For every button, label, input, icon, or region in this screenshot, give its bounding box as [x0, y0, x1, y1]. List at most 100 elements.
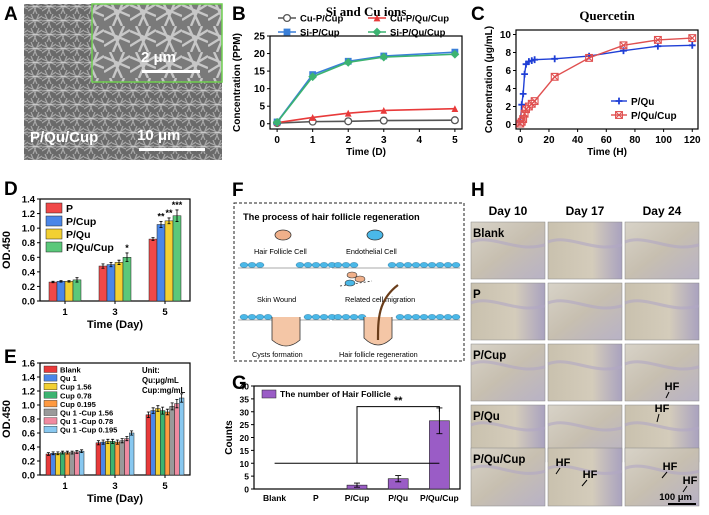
- sem-main-scale-label: 10 μm: [137, 127, 180, 144]
- chart-title: Si and Cu ions: [326, 4, 407, 19]
- y-tick-label: 25: [254, 32, 266, 43]
- bar: [169, 406, 175, 476]
- bar: [164, 220, 174, 302]
- data-point: [615, 111, 623, 119]
- legend-label: P/Qu/Cup: [631, 111, 677, 122]
- legend-swatch: [43, 391, 58, 399]
- error-bar: [75, 450, 79, 454]
- histology-image: [624, 343, 700, 402]
- column-header: Day 17: [566, 204, 605, 218]
- error-bar: [109, 261, 113, 268]
- error-bar: [125, 436, 129, 442]
- skin-cell-icon: [451, 262, 461, 268]
- histology-image: [624, 447, 700, 507]
- y-tick-label: 10: [254, 84, 266, 95]
- cysts-formation-label: Cysts formation: [252, 350, 303, 359]
- x-tick-label: 3: [112, 307, 117, 318]
- histology-image: [547, 447, 623, 507]
- x-axis-label: Time (D): [346, 147, 386, 158]
- error-bar: [170, 402, 174, 411]
- bar: [179, 397, 185, 476]
- error-bar: [101, 263, 105, 269]
- skin-cell-icon: [247, 314, 257, 320]
- bar: [114, 441, 120, 476]
- x-tick-label: 1: [62, 307, 68, 318]
- y-axis-label: Concentration (μg/mL): [484, 26, 495, 133]
- hf-label: HF: [663, 461, 678, 473]
- skin-cell-icon: [263, 314, 273, 320]
- schematic-title: The process of hair follicle regeneratio…: [243, 212, 420, 222]
- y-tick-label: 0.8: [22, 415, 35, 426]
- x-axis-label: Time (Day): [87, 493, 143, 505]
- y-tick-label: 0.0: [22, 297, 35, 308]
- hf-arrow-icon: [656, 413, 660, 423]
- skin-cell-icon: [435, 262, 445, 268]
- legend-swatch: [43, 374, 58, 382]
- bar: [74, 451, 80, 476]
- x-tick-label: P/Qu/Cup: [420, 493, 459, 503]
- error-bar: [96, 440, 100, 446]
- y-tick-label: 6: [505, 66, 511, 77]
- bar: [50, 453, 56, 476]
- skin-cell-icon: [341, 262, 351, 268]
- data-point: [519, 90, 527, 98]
- hair-follicle-regeneration-label: Hair follicle regeneration: [339, 350, 418, 359]
- x-tick-label: 120: [684, 135, 701, 146]
- x-tick-label: 5: [162, 307, 168, 318]
- y-tick-label: 25: [240, 420, 250, 430]
- related-cell-migration-label: Related cell migration: [345, 295, 415, 304]
- sem-inset-scale-label: 2 μm: [141, 49, 176, 66]
- legend-label: Cup 1.56: [60, 383, 92, 392]
- y-tick-label: 0.4: [22, 267, 36, 278]
- y-tick-label: 5: [244, 472, 249, 482]
- legend-label: Si-P/Qu/Cup: [390, 28, 446, 39]
- x-tick-label: 3: [381, 135, 387, 146]
- error-bar: [56, 451, 60, 456]
- data-point: [688, 34, 697, 42]
- bar: [148, 238, 158, 302]
- skin-cell-icon: [341, 314, 351, 320]
- skin-cell-icon: [349, 314, 359, 320]
- error-bar: [130, 430, 134, 436]
- skin-layer-bottom: [238, 314, 461, 321]
- histology-image: [470, 282, 546, 341]
- histology-image: [547, 221, 623, 280]
- y-tick-label: 40: [240, 382, 250, 392]
- data-point: [450, 116, 459, 125]
- migrating-cell-icon: [344, 279, 356, 287]
- skin-cell-icon: [395, 262, 405, 268]
- panel-f-schematic: The process of hair follicle regeneratio…: [233, 202, 465, 362]
- tissue-texture: [624, 299, 700, 310]
- y-tick-label: 1.2: [22, 387, 35, 398]
- skin-cell-icon: [395, 314, 405, 320]
- bar: [155, 408, 161, 476]
- data-point: [585, 53, 594, 62]
- legend-label: P/Cup: [66, 216, 96, 228]
- y-tick-label: 1.0: [22, 224, 35, 235]
- bar: [79, 450, 85, 476]
- sem-sample-label: P/Qu/Cup: [30, 129, 98, 146]
- data-point: [654, 36, 662, 44]
- panel-label-f: F: [232, 180, 244, 201]
- hair-shaft-icon: [376, 284, 399, 341]
- legend-swatch: [45, 202, 63, 214]
- x-tick-label: 4: [417, 135, 423, 146]
- skin-cell-icon: [255, 314, 265, 320]
- error-bar: [165, 408, 169, 416]
- unit-note: Cup:mg/mL: [142, 386, 186, 395]
- error-bar: [59, 280, 63, 283]
- skin-cell-icon: [333, 314, 343, 320]
- bar: [95, 442, 101, 476]
- tissue-texture: [470, 464, 546, 475]
- legend-label: P/Qu/Cup: [66, 242, 114, 254]
- skin-cell-icon: [303, 314, 313, 320]
- legend-label: Blank: [60, 366, 81, 375]
- data-point: [688, 41, 696, 49]
- data-point: [451, 105, 459, 113]
- histology-image: [624, 282, 700, 341]
- bar: [156, 224, 166, 302]
- x-tick-label: 1: [62, 481, 68, 492]
- error-bar: [65, 450, 69, 455]
- sem-main-scale-bar: [139, 148, 205, 151]
- legend-swatch: [43, 400, 58, 408]
